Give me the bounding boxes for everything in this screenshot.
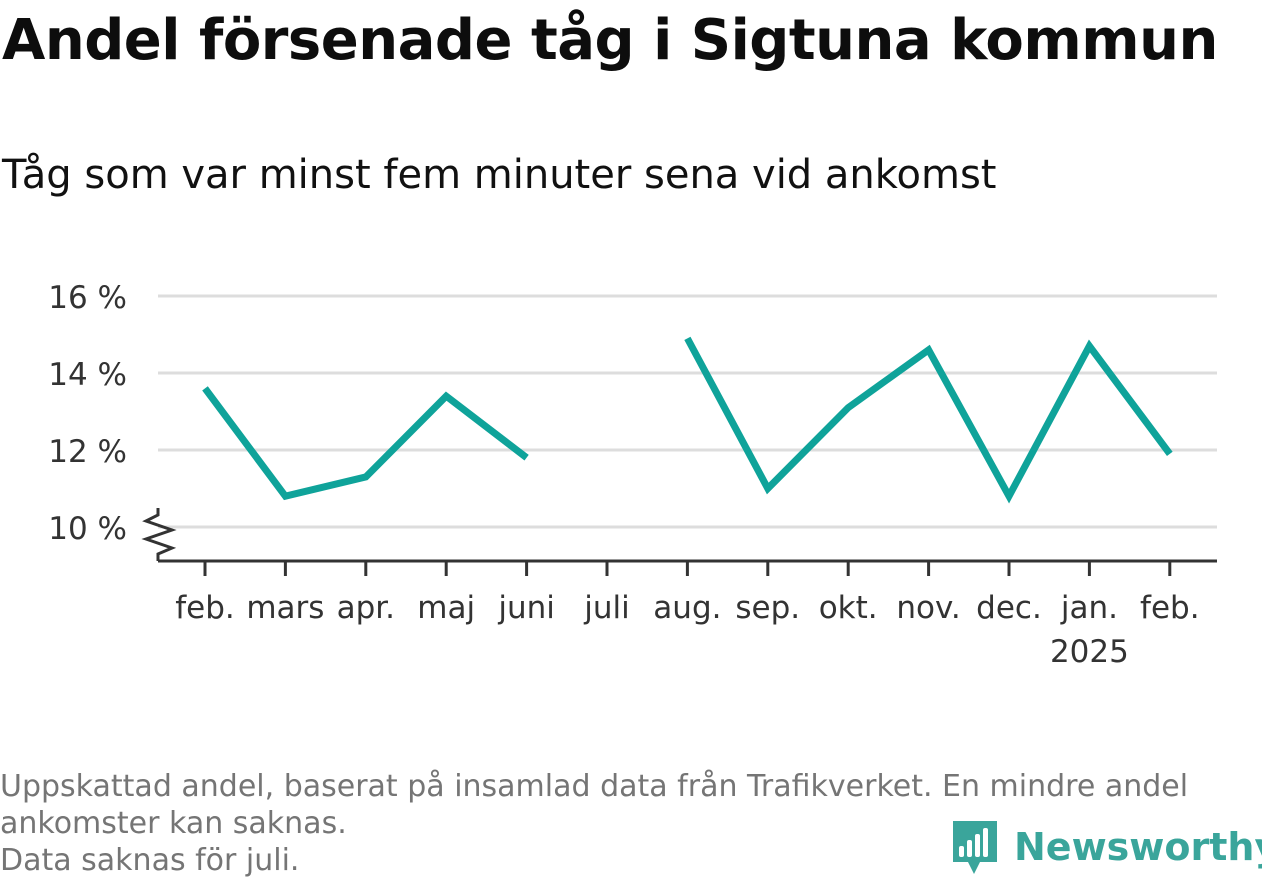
x-tick-label: aug. <box>653 590 721 626</box>
bar-chart-icon <box>953 821 997 874</box>
x-tick-label: mars <box>246 590 324 626</box>
newsworthy-logo: Newsworthy <box>950 818 1262 876</box>
x-tick-label: sep. <box>735 590 800 626</box>
footnote-line-1: Uppskattad andel, baserat på insamlad da… <box>0 769 1189 804</box>
x-axis <box>141 508 1217 563</box>
grid-lines <box>158 294 1217 529</box>
x-tick-label: okt. <box>819 590 878 626</box>
footnote-line-2: ankomster kan saknas. <box>0 806 347 841</box>
y-axis-break <box>141 508 177 561</box>
y-axis-ticks: 10 % 12 % 14 % 16 % <box>48 280 127 547</box>
x-tick-label: juli <box>583 590 630 626</box>
footnote-line-3: Data saknas för juli. <box>0 843 300 878</box>
chart-title: Andel försenade tåg i Sigtuna kommun <box>2 8 1218 73</box>
chart-subtitle: Tåg som var minst fem minuter sena vid a… <box>2 152 997 198</box>
x-axis-ticks: feb. mars apr. maj juni juli aug. sep. okt. nov. d… <box>175 561 1200 670</box>
brand-name: Newsworthy <box>1014 825 1262 869</box>
x-tick-label: maj <box>417 590 475 626</box>
x-tick-sublabel: 2025 <box>1050 634 1129 670</box>
x-tick-label: feb. <box>1140 590 1200 626</box>
series-lines <box>202 336 1173 504</box>
series-line <box>684 336 1173 504</box>
x-tick-label: juni <box>497 590 555 626</box>
x-tick-label: apr. <box>337 590 395 626</box>
y-tick-label: 12 % <box>48 434 127 470</box>
x-tick-label: nov. <box>896 590 960 626</box>
x-tick-label: feb. <box>175 590 235 626</box>
y-tick-label: 10 % <box>48 511 127 547</box>
y-tick-label: 14 % <box>48 357 127 393</box>
x-tick-label: dec. <box>976 590 1042 626</box>
series-line <box>202 386 529 501</box>
y-tick-label: 16 % <box>48 280 127 316</box>
x-tick-label: jan. <box>1060 590 1118 626</box>
footnote: Uppskattad andel, baserat på insamlad da… <box>0 768 1250 879</box>
